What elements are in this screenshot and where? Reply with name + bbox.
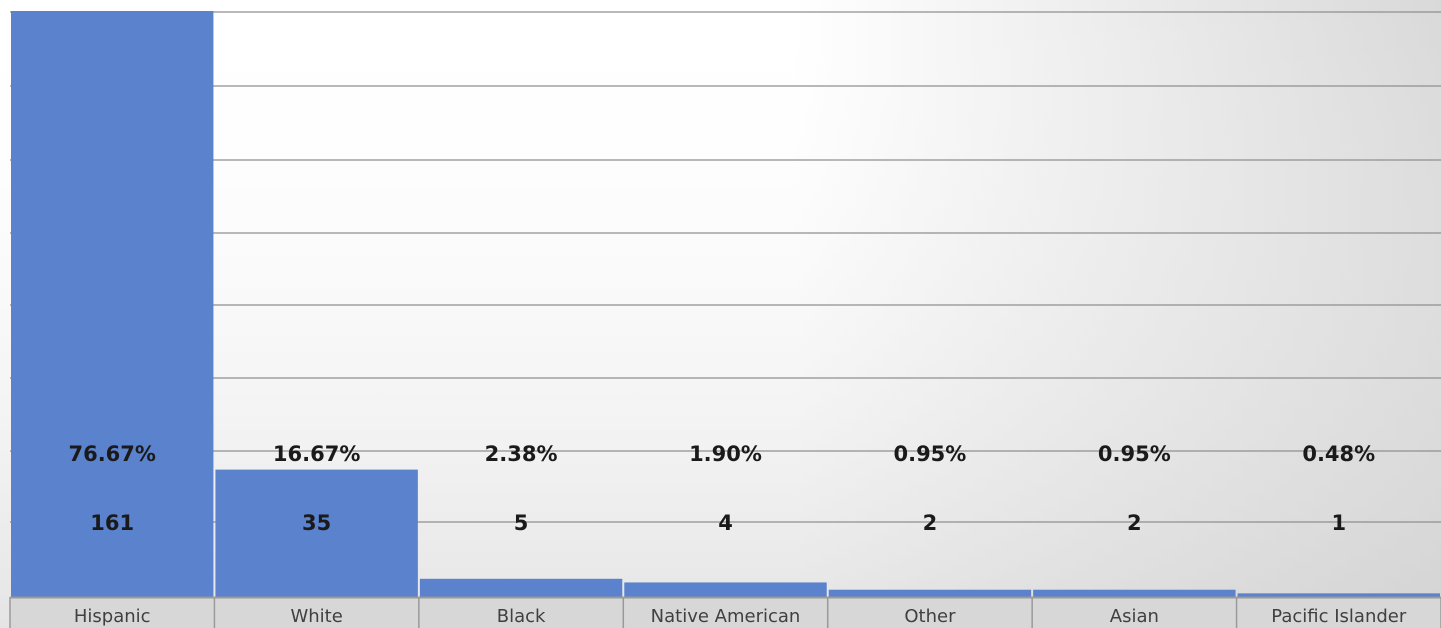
count-label: 4 bbox=[718, 511, 733, 535]
count-label: 2 bbox=[923, 511, 938, 535]
bar-white bbox=[215, 469, 418, 597]
bar-other bbox=[828, 589, 1032, 597]
category-label: Other bbox=[904, 606, 956, 627]
category-label: Hispanic bbox=[74, 606, 151, 627]
bar-asian bbox=[1033, 589, 1236, 597]
category-label: White bbox=[290, 606, 342, 627]
percent-label: 1.90% bbox=[689, 442, 762, 466]
category-axis-band bbox=[10, 597, 1441, 628]
count-label: 1 bbox=[1331, 511, 1346, 535]
bar-hispanic bbox=[11, 11, 214, 597]
count-label: 161 bbox=[90, 511, 134, 535]
bars bbox=[11, 11, 1440, 597]
percent-label: 0.48% bbox=[1302, 442, 1375, 466]
category-label: Pacific Islander bbox=[1271, 606, 1407, 627]
count-label: 35 bbox=[302, 511, 331, 535]
bar-black bbox=[419, 578, 623, 597]
count-label: 5 bbox=[514, 511, 529, 535]
category-label: Native American bbox=[651, 606, 801, 627]
category-axis: Hispanic White Black Native American Other As… bbox=[9, 596, 1441, 628]
bar-native-american bbox=[624, 582, 827, 597]
percent-label: 2.38% bbox=[485, 442, 558, 466]
category-label: Asian bbox=[1110, 606, 1159, 627]
category-label: Black bbox=[497, 606, 546, 627]
data-labels: 76.67% 16.67% 2.38% 1.90% 0.95% 0.95% 0.48% 161… bbox=[68, 442, 1375, 535]
count-label: 2 bbox=[1127, 511, 1142, 535]
percent-label: 0.95% bbox=[1098, 442, 1171, 466]
bar-pacific-islander bbox=[1237, 593, 1440, 597]
percent-label: 0.95% bbox=[893, 442, 966, 466]
percent-label: 16.67% bbox=[273, 442, 360, 466]
percent-label: 76.67% bbox=[68, 442, 155, 466]
